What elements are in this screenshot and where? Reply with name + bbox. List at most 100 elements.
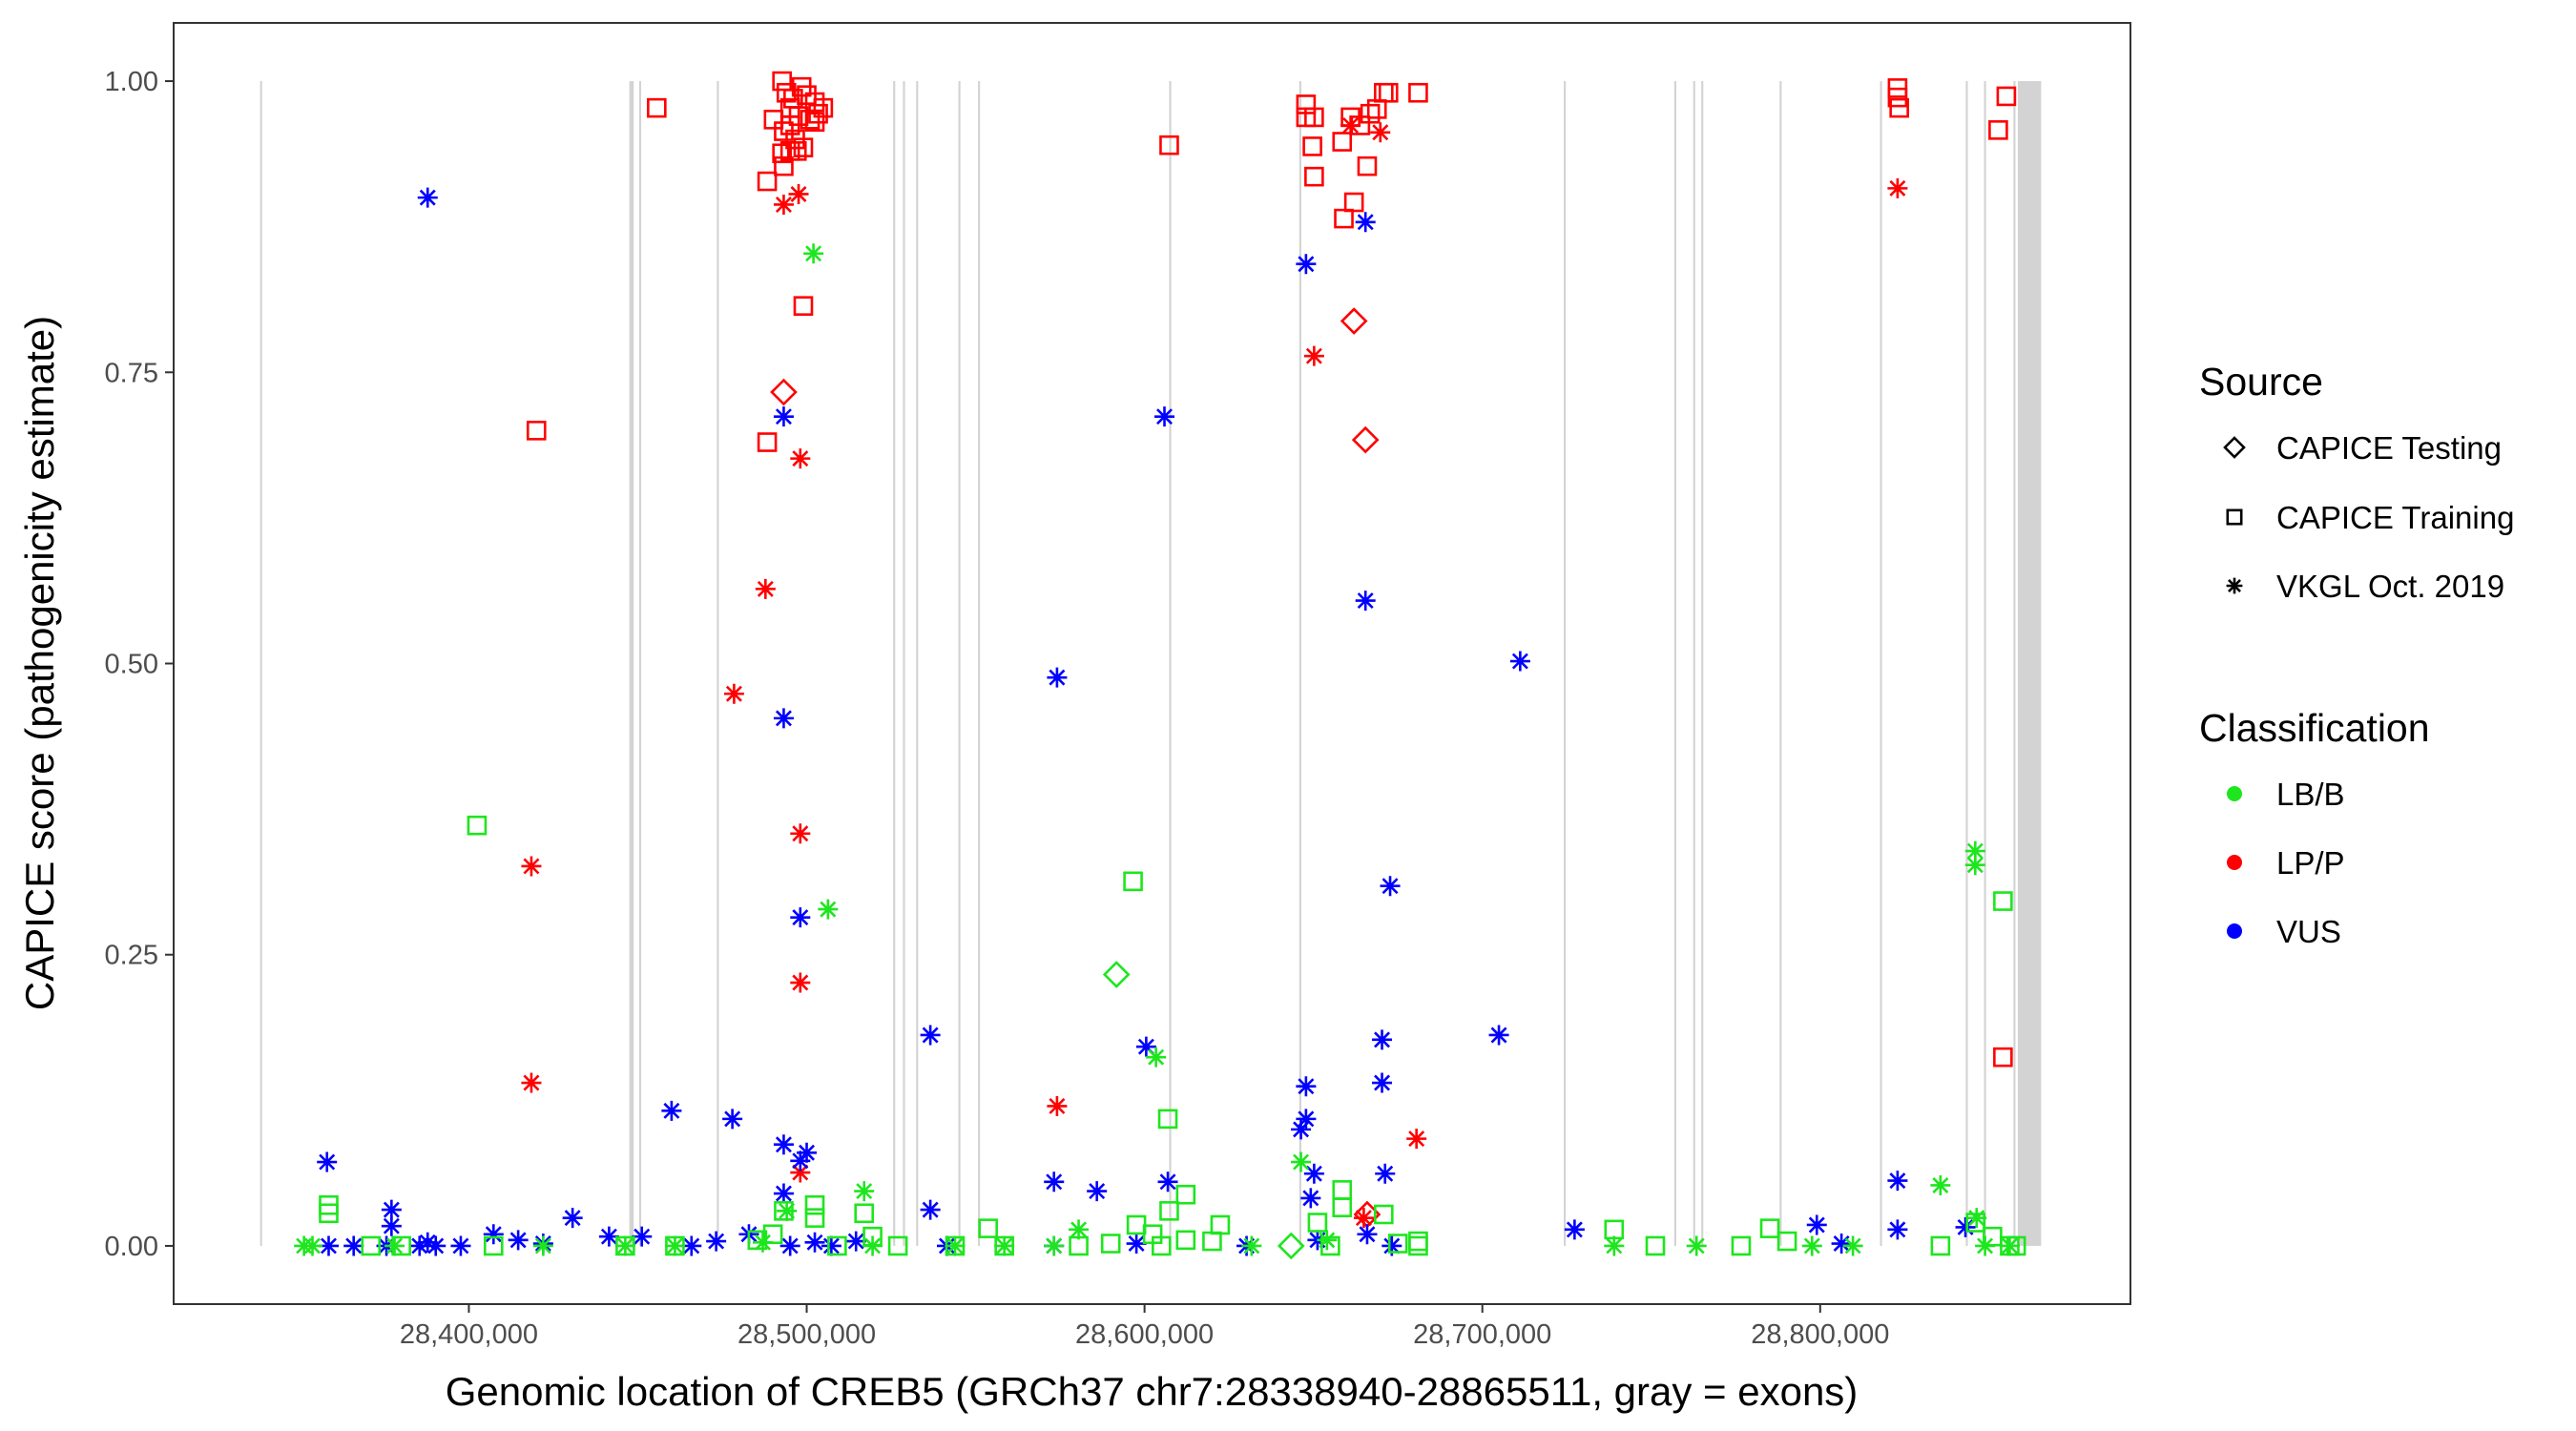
data-point-training [1307,1213,1328,1233]
x-tick-label: 28,700,000 [1413,1319,1551,1350]
data-point-vkgl [1154,406,1175,427]
data-point-vkgl [773,708,794,729]
data-point-vkgl [1842,1235,1863,1256]
data-point-vkgl [1380,876,1401,897]
y-tick-label: 0.50 [105,650,158,680]
data-point-vkgl [1291,1119,1312,1140]
data-point-training [1374,1204,1394,1225]
data-point-training [1408,1231,1428,1252]
data-point-vkgl [1047,1095,1068,1116]
y-tick-label: 0.25 [105,941,158,971]
data-point-training [1983,1226,2003,1247]
data-point-vkgl [1372,1072,1393,1093]
data-point-vkgl [945,1235,966,1256]
data-point-vkgl [661,1100,682,1121]
data-point-vkgl [773,1134,794,1155]
data-point-training [1366,99,1387,119]
data-point-vkgl [790,823,811,844]
data-point-vkgl [1296,254,1317,275]
data-point-vkgl [1801,1235,1822,1256]
data-point-vkgl [1975,1235,1996,1256]
exon-band [1965,81,1968,1246]
data-point-vkgl [1069,1219,1090,1240]
data-point-vkgl [1047,667,1068,688]
data-point-vkgl [788,183,809,204]
data-point-training [1332,1197,1353,1217]
data-point-vkgl [1135,1036,1156,1057]
data-point-vkgl [722,1109,743,1130]
data-point-training [1387,1234,1408,1254]
data-point-vkgl [1146,1047,1167,1068]
data-point-vkgl [417,1232,438,1253]
legend-title-classification: Classification [2199,706,2430,750]
data-point-vkgl [790,972,811,993]
data-point-vkgl [381,1199,402,1220]
exon-band [2013,81,2016,1246]
data-point-training [467,815,488,836]
exon-band [1673,81,1676,1246]
data-point-testing [1340,307,1368,335]
data-point-training [763,110,784,130]
data-point-vkgl [821,1235,841,1256]
data-point-training [1126,1214,1147,1235]
data-point-training [1374,82,1394,103]
data-point-training [978,1218,998,1238]
data-point-vkgl [1806,1214,1827,1235]
data-point-vkgl [664,1235,685,1256]
data-point-training [1887,87,1908,108]
data-point-vkgl [1381,1235,1402,1256]
exon-band [958,81,961,1246]
data-point-vkgl [1604,1235,1625,1256]
data-point-training [1334,208,1354,229]
data-point-vkgl [301,1235,322,1256]
data-point-training [1889,97,1909,118]
data-point-vkgl [1999,1235,2020,1256]
legend-title-source: Source [2199,360,2323,404]
exon-band [1693,81,1695,1246]
data-point-vkgl [803,243,824,264]
data-point-testing [1351,425,1380,454]
data-point-vkgl [1157,1172,1178,1192]
data-point-vkgl [706,1231,727,1252]
data-point-training [1152,1235,1172,1256]
data-point-training [1996,86,2017,107]
x-tick-label: 28,800,000 [1751,1319,1889,1350]
data-point-vkgl [681,1235,702,1256]
y-tick-label: 1.00 [105,67,158,97]
data-point-training [813,97,834,118]
data-point-training [1645,1235,1666,1256]
x-tick-label: 28,400,000 [400,1319,538,1350]
data-point-training [526,421,547,441]
data-point-training [1776,1231,1797,1252]
legend: Source CAPICE Testing CAPICE Training VK… [2199,360,2514,949]
data-point-training [1332,132,1353,152]
data-point-vkgl [804,1232,825,1253]
data-point-vkgl [797,1142,818,1163]
data-point-vkgl [318,1235,339,1256]
data-point-vkgl [994,1235,1015,1256]
data-point-vkgl [1241,1235,1262,1256]
data-point-training [772,71,792,92]
data-points [294,71,2026,1260]
data-point-training [1332,1180,1353,1200]
legend-label-capice-testing: CAPICE Testing [2276,430,2502,466]
y-axis: 0.00 0.25 0.50 0.75 1.00 [105,67,174,1262]
exon-band [1298,81,1301,1246]
data-point-training [762,1224,783,1245]
data-point-vkgl [1509,651,1530,672]
data-point-training [361,1235,382,1256]
data-point-vkgl [1303,1163,1324,1184]
y-axis-title: CAPICE score (pathogenicity estimate) [17,316,62,1010]
data-point-vkgl [384,1235,405,1256]
data-point-vkgl [409,1235,430,1256]
data-point-vkgl [773,194,794,215]
plot-panel-border [173,22,2131,1305]
data-point-training [1408,82,1428,103]
data-point-vkgl [1087,1181,1108,1202]
legend-key-testing-icon [2223,436,2246,459]
data-point-vkgl [854,1181,875,1202]
data-point-vkgl [426,1235,447,1256]
data-point-vkgl [773,1183,794,1204]
data-point-training [1175,1184,1196,1205]
data-point-vkgl [752,1232,773,1253]
